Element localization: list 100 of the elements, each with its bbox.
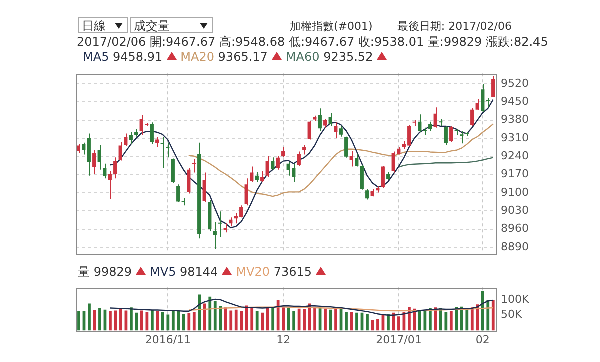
bar bbox=[161, 312, 164, 331]
candlestick bbox=[481, 84, 485, 113]
bar bbox=[140, 310, 144, 331]
bar bbox=[444, 312, 448, 331]
y-tick-label: 9310 bbox=[501, 131, 529, 144]
candlestick bbox=[492, 76, 496, 98]
bar bbox=[109, 312, 112, 331]
dropdown[interactable]: 成交量 bbox=[130, 17, 213, 33]
candlestick bbox=[124, 133, 128, 148]
candlestick bbox=[328, 112, 332, 128]
x-tick-label: 2016/11 bbox=[145, 333, 192, 346]
candlestick bbox=[434, 107, 438, 128]
y-tick-label: 9520 bbox=[501, 76, 529, 90]
bar bbox=[78, 312, 80, 331]
candlestick bbox=[418, 114, 422, 133]
candlestick bbox=[260, 170, 264, 183]
bar bbox=[303, 310, 306, 331]
bar bbox=[292, 312, 296, 331]
x-tick-label: 12 bbox=[276, 333, 291, 346]
bar bbox=[192, 312, 196, 331]
candlestick bbox=[103, 163, 107, 180]
bar bbox=[198, 294, 202, 331]
x-tick-label: 2017/01 bbox=[376, 333, 422, 346]
candlestick bbox=[150, 122, 154, 145]
bar bbox=[345, 312, 348, 331]
candlestick bbox=[118, 142, 122, 162]
candlestick bbox=[470, 108, 474, 128]
bar bbox=[245, 306, 248, 331]
text: MA5 bbox=[83, 50, 110, 64]
y-tick-label: 8960 bbox=[501, 222, 529, 236]
bar bbox=[428, 308, 432, 331]
candlestick bbox=[187, 168, 191, 194]
text: 9235.52 bbox=[322, 50, 374, 64]
text: 最後日期: 2017/02/06 bbox=[397, 19, 512, 34]
candlestick bbox=[160, 136, 164, 169]
bar bbox=[282, 308, 286, 331]
y-tick-label: 9030 bbox=[501, 204, 529, 217]
candlestick bbox=[244, 178, 248, 206]
bar bbox=[334, 308, 338, 331]
candlestick bbox=[308, 120, 312, 140]
candlestick bbox=[266, 156, 270, 178]
bar bbox=[120, 308, 122, 331]
candlestick bbox=[87, 133, 91, 176]
text: 2017/02/06 開:9467.67 高:9548.68 低:9467.67 收:9538.01 量:99829 漲跌:82.45 bbox=[77, 34, 548, 51]
text: 9365.17 bbox=[217, 50, 268, 64]
candlestick bbox=[318, 108, 322, 132]
bar bbox=[98, 308, 102, 331]
candlestick bbox=[229, 217, 233, 228]
bar bbox=[486, 300, 490, 331]
bar bbox=[203, 304, 206, 331]
candlestick bbox=[82, 142, 86, 156]
bar bbox=[88, 304, 91, 331]
bar bbox=[234, 310, 238, 331]
bar bbox=[230, 310, 233, 331]
candlestick bbox=[250, 166, 254, 183]
candlestick bbox=[476, 99, 480, 111]
candlestick bbox=[202, 172, 206, 204]
candlestick bbox=[213, 222, 217, 250]
y-tick-label: 8890 bbox=[501, 240, 529, 254]
bar bbox=[256, 311, 259, 331]
candlestick bbox=[156, 136, 160, 148]
candlestick bbox=[171, 158, 175, 184]
candlestick bbox=[381, 166, 385, 189]
y-tick-label: 100K bbox=[501, 292, 530, 306]
candlestick bbox=[98, 144, 102, 170]
bar bbox=[324, 308, 327, 331]
bar bbox=[146, 312, 149, 331]
candlestick bbox=[428, 121, 432, 132]
bar bbox=[208, 296, 212, 331]
bar bbox=[188, 313, 191, 331]
x-tick-label: 02 bbox=[476, 333, 490, 346]
dropdown[interactable]: 日線 bbox=[78, 17, 128, 33]
candlestick bbox=[92, 150, 96, 175]
candlestick bbox=[444, 126, 448, 146]
candlestick bbox=[334, 122, 338, 139]
bar bbox=[130, 308, 133, 331]
candlestick bbox=[460, 130, 464, 144]
bar bbox=[150, 310, 154, 331]
bar bbox=[182, 314, 186, 331]
candlestick bbox=[355, 154, 359, 168]
y-tick-label: 9450 bbox=[501, 95, 529, 108]
text: 加權指數(#001) bbox=[290, 19, 373, 34]
candlestick bbox=[297, 151, 301, 167]
bar bbox=[166, 314, 170, 331]
text: 9458.91 bbox=[112, 50, 163, 64]
candlestick bbox=[302, 144, 306, 156]
candlestick bbox=[339, 126, 343, 138]
text: MA60 bbox=[286, 50, 320, 64]
candlestick bbox=[218, 211, 222, 238]
candlestick bbox=[129, 132, 133, 145]
bar bbox=[398, 316, 400, 331]
bar bbox=[356, 312, 358, 331]
bar bbox=[366, 314, 369, 331]
bar bbox=[476, 304, 480, 331]
text: MV5 bbox=[150, 265, 176, 279]
candlestick bbox=[276, 156, 280, 170]
bar bbox=[219, 306, 222, 331]
bar bbox=[450, 312, 453, 331]
candlestick bbox=[366, 188, 370, 200]
y-tick-label: 9240 bbox=[501, 149, 529, 162]
